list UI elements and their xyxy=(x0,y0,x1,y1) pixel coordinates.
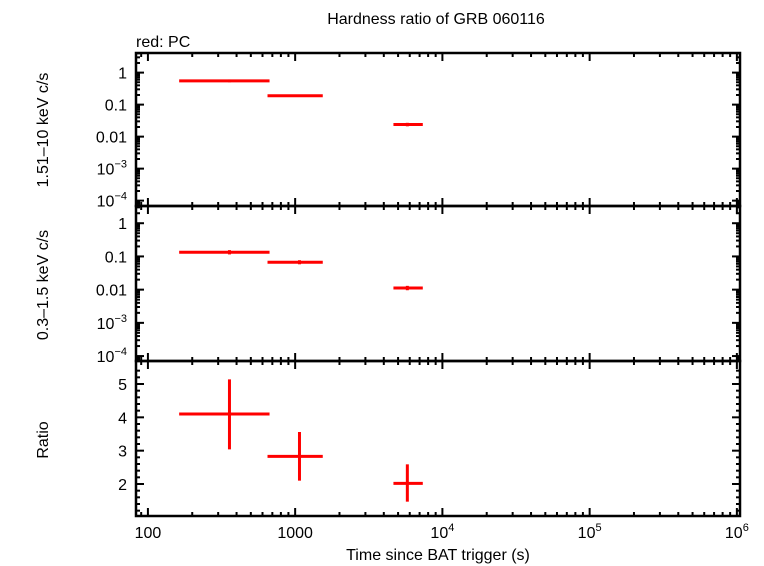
y-axis-label-hard: 1.51–10 keV c/s xyxy=(35,73,52,188)
x-tick-label: 104 xyxy=(430,522,454,542)
y-tick-label: 10−4 xyxy=(97,346,127,366)
x-tick-label: 100 xyxy=(135,525,162,542)
y-tick-label: 0.1 xyxy=(105,249,127,266)
x-tick-label: 1000 xyxy=(277,525,313,542)
x-axis-label: Time since BAT trigger (s) xyxy=(346,547,530,564)
y-tick-label: 0.01 xyxy=(96,283,127,300)
y-tick-label: 1 xyxy=(118,216,127,233)
y-tick-label: 10−4 xyxy=(97,191,127,211)
x-tick-label: 106 xyxy=(725,522,749,542)
chart-title: Hardness ratio of GRB 060116 xyxy=(327,11,545,28)
y-axis-label-ratio: Ratio xyxy=(35,421,52,458)
panel-frame-soft xyxy=(134,204,742,363)
y-tick-label: 10−3 xyxy=(97,159,127,179)
y-tick-label: 2 xyxy=(118,477,127,494)
y-tick-label: 0.1 xyxy=(105,98,127,115)
y-axis-label-soft: 0.3–1.5 keV c/s xyxy=(35,230,52,340)
legend-note: red: PC xyxy=(136,34,190,51)
y-tick-label: 10−3 xyxy=(97,313,127,333)
panel-frame-hard xyxy=(134,51,742,208)
y-tick-label: 3 xyxy=(118,444,127,461)
x-tick-label: 105 xyxy=(578,522,602,542)
y-tick-label: 5 xyxy=(118,377,127,394)
panel-frame-ratio xyxy=(134,359,742,518)
y-tick-label: 1 xyxy=(118,66,127,83)
y-tick-label: 4 xyxy=(118,410,127,427)
y-tick-label: 0.01 xyxy=(96,130,127,147)
